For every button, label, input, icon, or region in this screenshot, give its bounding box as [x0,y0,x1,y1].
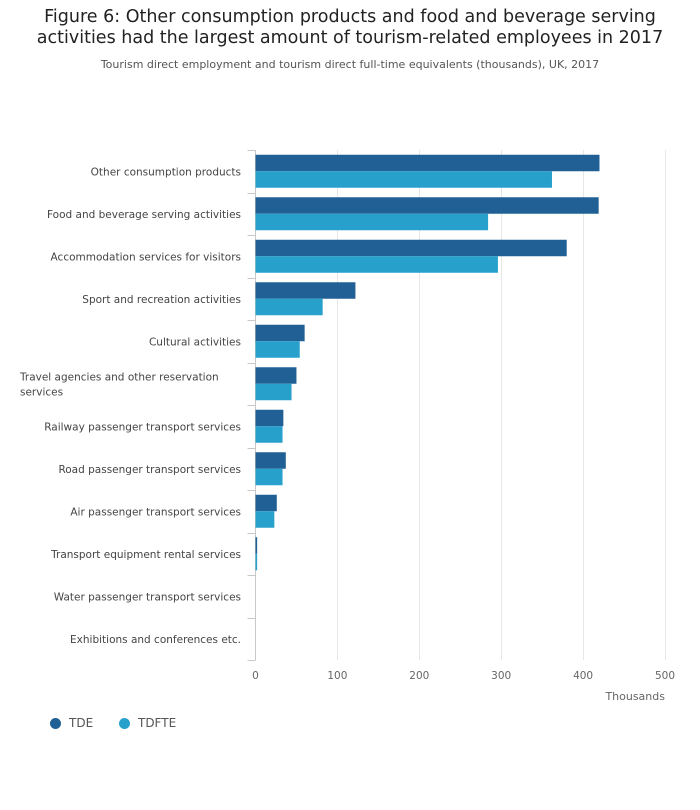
category-label: Food and beverage serving activities [47,209,241,221]
chart-title-line-1: Figure 6: Other consumption products and… [44,7,656,27]
legend-label-tde: TDE [69,716,94,730]
legend-swatch-tdfte [118,717,130,729]
bar-tde[interactable] [255,367,297,384]
category-label: Railway passenger transport services [44,421,241,433]
category-label: Air passenger transport services [70,506,241,518]
legend-label-tdfte: TDFTE [137,716,177,730]
bar-tdfte[interactable] [255,468,283,486]
category-label: Other consumption products [91,166,241,178]
bar-tde[interactable] [255,324,305,342]
bar-tde[interactable] [255,452,286,469]
category-label: Travel agencies and other reservation [19,371,219,383]
bar-tde[interactable] [255,282,356,299]
x-tick-label: 500 [655,670,675,682]
bar-tdfte[interactable] [255,383,292,401]
x-tick-label: 400 [573,670,593,682]
bar-tde[interactable] [255,537,258,554]
x-tick-label: 200 [409,670,429,682]
chart-subtitle: Tourism direct employment and tourism di… [100,58,600,71]
chart-title: Figure 6: Other consumption products and… [0,7,700,49]
bar-tdfte[interactable] [255,298,323,316]
bar-tde[interactable] [255,197,599,214]
bar-tdfte[interactable] [255,171,552,188]
bar-tde[interactable] [255,494,277,512]
category-label: Transport equipment rental services [50,549,241,561]
x-tick-label: 0 [252,670,259,682]
x-tick-label: 100 [327,670,347,682]
bar-tdfte[interactable] [255,213,489,231]
bar-tde[interactable] [255,154,600,172]
legend-item-tde[interactable]: TDE [50,716,93,730]
legend-item-tdfte[interactable]: TDFTE [118,716,177,730]
category-label: Road passenger transport services [58,464,241,476]
category-label: Cultural activities [149,336,241,348]
legend-swatch-tde [50,717,61,729]
legend: TDE TDFTE [50,716,198,732]
category-label: Sport and recreation activities [82,294,241,306]
bar-tde[interactable] [255,239,567,257]
category-label: services [20,386,63,398]
chart-title-line-2: activities had the largest amount of tou… [36,28,664,48]
bar-tde[interactable] [255,409,284,427]
bar-tdfte[interactable] [255,553,258,571]
bar-tdfte[interactable] [255,426,283,443]
bar-tdfte[interactable] [255,256,498,273]
bar-tdfte[interactable] [255,511,275,528]
category-label: Accommodation services for visitors [51,251,241,263]
bar-tdfte[interactable] [255,341,300,358]
category-label: Exhibitions and conferences etc. [70,634,241,646]
category-label: Water passenger transport services [54,591,241,603]
x-tick-label: 300 [491,670,511,682]
x-axis-label: Thousands [604,690,665,703]
